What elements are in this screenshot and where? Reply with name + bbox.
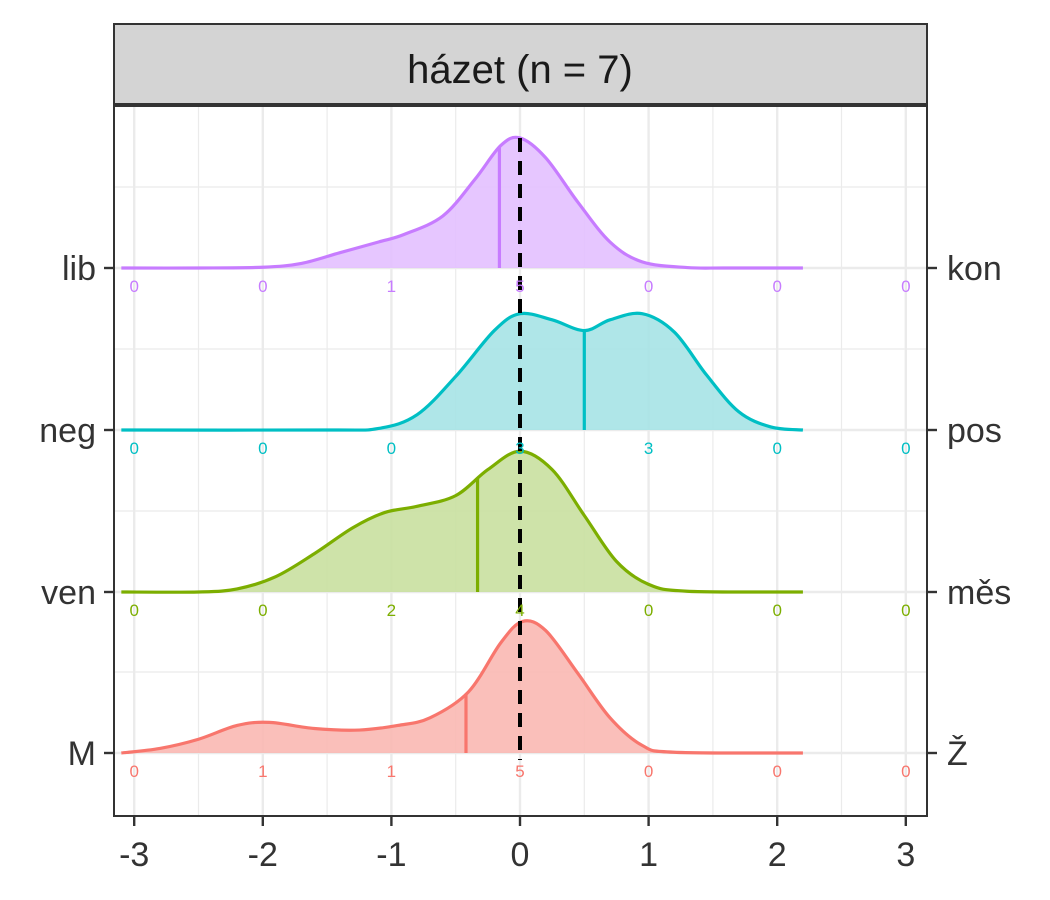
count-label: 0 (772, 762, 781, 781)
ridge-lib (121, 135, 803, 270)
x-tick-label: 3 (896, 836, 915, 874)
count-label: 0 (387, 439, 396, 458)
ridge-fill (121, 313, 803, 431)
y-tick-label-left: M (68, 735, 96, 773)
count-label: 0 (258, 439, 267, 458)
y-tick-label-right: pos (947, 412, 1002, 450)
y-tick-label-right: měs (947, 574, 1011, 612)
ridge-outline (121, 135, 803, 270)
ridge-outline (121, 619, 803, 755)
count-label: 0 (901, 277, 910, 296)
count-label: 5 (515, 277, 524, 296)
ridge-fill (121, 620, 803, 754)
count-label: 0 (772, 277, 781, 296)
x-tick-label: -1 (376, 836, 406, 874)
x-tick-label: 2 (768, 836, 787, 874)
ridge-neg (121, 311, 804, 432)
y-axis-left: lib neg ven M (39, 250, 114, 773)
ridge-M (121, 619, 803, 755)
y-tick-label-right: kon (947, 250, 1002, 288)
x-tick-label: -2 (248, 836, 278, 874)
count-label: 3 (644, 439, 653, 458)
count-label: 0 (129, 601, 138, 620)
count-label: 0 (901, 601, 910, 620)
y-tick-label-right: Ž (947, 735, 968, 773)
count-label: 2 (387, 601, 396, 620)
x-tick-label: -3 (119, 836, 149, 874)
y-axis-right: kon pos měs Ž (927, 250, 1011, 773)
ridge-fill (121, 137, 803, 269)
ridges (121, 135, 804, 755)
count-label: 0 (901, 762, 910, 781)
count-label: 1 (387, 762, 396, 781)
count-label: 1 (387, 277, 396, 296)
count-label: 0 (644, 762, 653, 781)
count-label: 0 (258, 277, 267, 296)
y-tick-label-left: neg (39, 412, 96, 450)
count-label: 0 (129, 277, 138, 296)
y-tick-label-left: ven (41, 574, 96, 612)
count-label: 0 (129, 762, 138, 781)
count-label: 0 (772, 601, 781, 620)
count-label: 4 (515, 601, 524, 620)
count-labels: 0 0 1 5 0 0 0 0 0 0 3 3 0 0 0 0 2 4 0 0 0 0 1 1 5 0 0 0 (129, 277, 910, 781)
count-label: 0 (644, 601, 653, 620)
count-label: 0 (258, 601, 267, 620)
count-label: 3 (515, 439, 524, 458)
count-label: 1 (258, 762, 267, 781)
strip-background (113, 23, 928, 105)
ridge-ven (121, 449, 803, 594)
x-tick-label: 0 (511, 836, 530, 874)
x-axis: -3 -2 -1 0 1 2 3 (119, 816, 915, 874)
y-tick-label-left: lib (62, 250, 96, 288)
ridge-fill (121, 451, 803, 593)
ridge-outline (121, 449, 803, 594)
count-label: 5 (515, 762, 524, 781)
count-label: 0 (644, 277, 653, 296)
ridge-outline (121, 311, 804, 432)
count-label: 0 (129, 439, 138, 458)
count-label: 0 (901, 439, 910, 458)
chart-title: házet (n = 7) (407, 48, 633, 92)
count-label: 0 (772, 439, 781, 458)
x-tick-label: 1 (639, 836, 658, 874)
